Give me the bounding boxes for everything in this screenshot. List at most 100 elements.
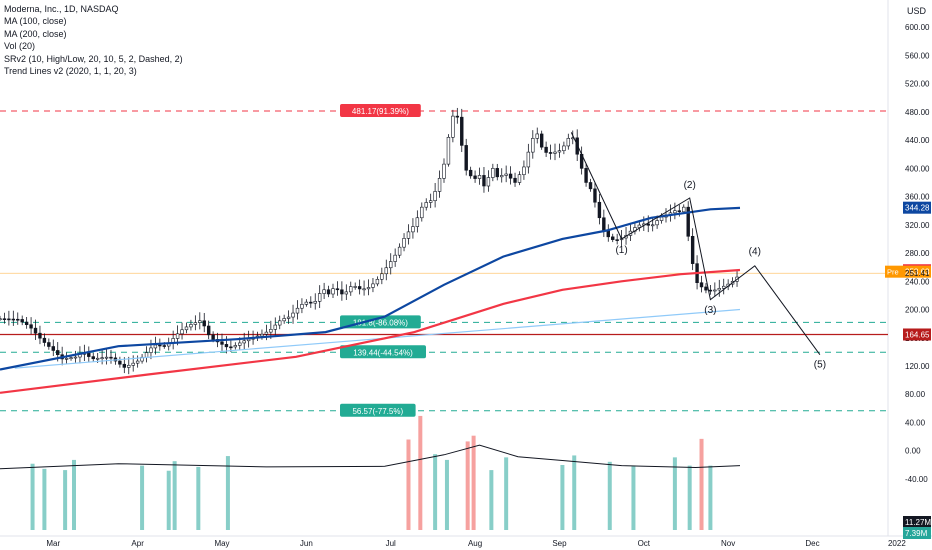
candle-body bbox=[353, 286, 357, 288]
candle-body bbox=[220, 341, 224, 345]
level-label-text: 181.8(-86.08%) bbox=[353, 318, 408, 327]
candle-body bbox=[362, 288, 366, 291]
candle-body bbox=[317, 293, 322, 302]
candle-body bbox=[717, 288, 721, 291]
axis-label-text: 344.28 bbox=[905, 204, 930, 213]
candle-body bbox=[446, 136, 451, 165]
time-tick-label: Aug bbox=[468, 539, 482, 548]
candle-body bbox=[495, 168, 499, 178]
currency-label[interactable]: USD bbox=[906, 6, 926, 16]
candle-body bbox=[100, 357, 104, 360]
candle-body bbox=[29, 324, 33, 329]
candle-body bbox=[42, 337, 47, 343]
symbol-title[interactable]: Moderna, Inc., 1D, NASDAQ bbox=[4, 4, 119, 14]
price-tick-label: 320.00 bbox=[905, 221, 930, 230]
price-tick-label: 440.00 bbox=[905, 136, 930, 145]
volume-bar bbox=[30, 463, 35, 530]
volume-bar bbox=[708, 465, 713, 530]
candle-body bbox=[118, 360, 122, 365]
candle-body bbox=[0, 318, 2, 321]
level-label-box bbox=[340, 345, 426, 359]
candle-body bbox=[544, 146, 548, 153]
level-label-box bbox=[340, 315, 421, 329]
candle-body bbox=[690, 235, 695, 264]
candle-body bbox=[411, 226, 415, 233]
indicator-ma200[interactable]: MA (200, close) bbox=[4, 28, 67, 39]
volume-bar bbox=[572, 455, 577, 530]
indicator-vol[interactable]: Vol (20) bbox=[4, 41, 36, 52]
candle-body bbox=[309, 301, 313, 304]
candle-body bbox=[433, 191, 437, 202]
candle-body bbox=[682, 206, 686, 213]
candle-body bbox=[526, 151, 531, 168]
candle-body bbox=[371, 283, 375, 288]
candle-body bbox=[149, 347, 153, 353]
candle-body bbox=[584, 168, 588, 183]
indicator-srv2[interactable]: SRv2 (10, High/Low, 20, 10, 5, 2, Dashed… bbox=[4, 53, 183, 64]
volume-ma-line bbox=[0, 444, 741, 470]
candle-body bbox=[442, 163, 446, 179]
volume-bar bbox=[444, 459, 449, 530]
axis-label-box bbox=[903, 201, 931, 214]
candle-body bbox=[548, 152, 553, 154]
candle-body bbox=[340, 289, 344, 295]
candle-body bbox=[304, 301, 309, 305]
price-tick-label: 600.00 bbox=[905, 23, 930, 32]
price-tick-label: 560.00 bbox=[905, 51, 930, 60]
indicator-ma100[interactable]: MA (100, close) bbox=[4, 16, 67, 27]
candle-body bbox=[615, 239, 619, 241]
candle-body bbox=[16, 318, 20, 321]
candle-body bbox=[513, 177, 517, 183]
candle-body bbox=[699, 282, 704, 288]
candle-body bbox=[193, 322, 198, 325]
candle-body bbox=[162, 345, 166, 347]
candle-body bbox=[477, 175, 482, 179]
candle-body bbox=[508, 173, 513, 179]
volume-bar bbox=[225, 456, 230, 530]
candle-body bbox=[24, 321, 29, 326]
candle-body bbox=[326, 289, 331, 295]
price-tick-label: 200.00 bbox=[905, 306, 930, 315]
wave-label: (5) bbox=[814, 359, 826, 370]
candle-body bbox=[722, 285, 726, 289]
indicator-trend-lines[interactable]: Trend Lines v2 (2020, 1, 1, 20, 3) bbox=[4, 66, 137, 77]
volume-bar bbox=[687, 465, 692, 530]
candle-body bbox=[451, 115, 455, 138]
candle-body bbox=[393, 254, 397, 262]
candle-body bbox=[602, 217, 606, 231]
time-tick-label: 2022 bbox=[888, 539, 906, 548]
candle-body bbox=[131, 362, 135, 366]
axis-label-text: 11.27M bbox=[905, 518, 931, 527]
candle-body bbox=[322, 289, 326, 294]
candle-body bbox=[224, 344, 229, 348]
time-tick-label: May bbox=[214, 539, 229, 548]
candle-body bbox=[2, 318, 7, 321]
candle-body bbox=[597, 201, 602, 219]
candle-body bbox=[180, 329, 184, 335]
candle-body bbox=[33, 327, 38, 334]
wave-label: (4) bbox=[749, 246, 761, 257]
candle-body bbox=[562, 145, 566, 152]
candle-body bbox=[704, 286, 708, 291]
level-label-box bbox=[340, 403, 416, 417]
candle-body bbox=[437, 178, 442, 192]
candle-body bbox=[127, 364, 131, 368]
candle-body bbox=[539, 133, 544, 148]
candle-body bbox=[406, 231, 411, 239]
axis-label-text: 251.41 bbox=[905, 269, 930, 278]
time-tick-label: Oct bbox=[638, 539, 651, 548]
candle-body bbox=[637, 224, 642, 228]
volume-bar bbox=[631, 466, 636, 530]
axis-label-text: 7.39M bbox=[905, 529, 928, 538]
candle-body bbox=[593, 188, 597, 203]
candle-body bbox=[517, 174, 522, 183]
candle-body bbox=[64, 358, 69, 360]
axis-label-text: 164.65 bbox=[905, 330, 930, 339]
time-tick-label: Dec bbox=[805, 539, 819, 548]
level-label-box bbox=[340, 104, 421, 118]
candle-body bbox=[282, 318, 286, 322]
volume-bar bbox=[166, 470, 171, 530]
candle-body bbox=[260, 333, 264, 337]
candle-body bbox=[650, 224, 655, 227]
